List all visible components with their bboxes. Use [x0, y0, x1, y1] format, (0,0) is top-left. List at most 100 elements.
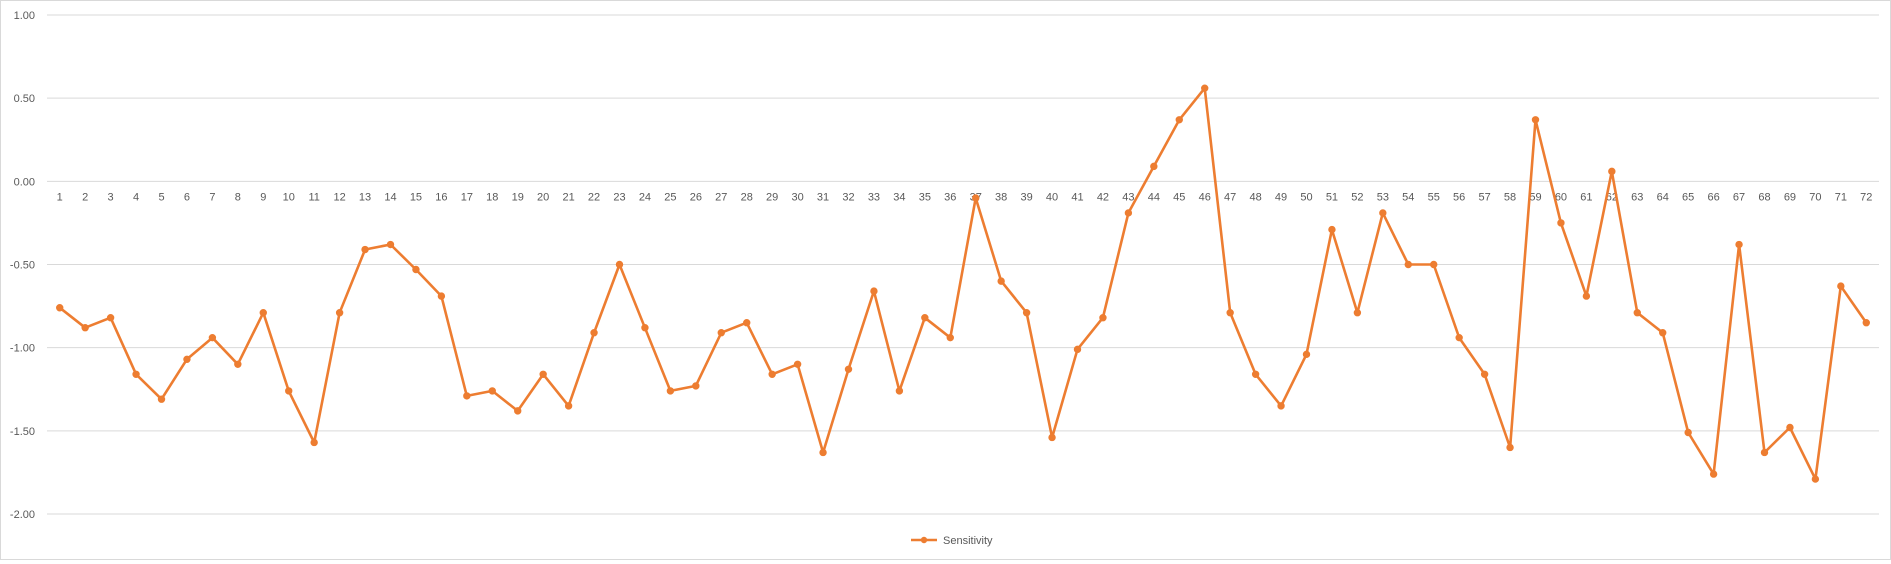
x-tick-label: 61	[1580, 191, 1592, 203]
data-point	[1277, 402, 1285, 410]
data-point	[1582, 292, 1591, 300]
data-point	[1124, 209, 1133, 217]
x-tick-label: 69	[1784, 191, 1796, 203]
y-tick-label: 0.50	[14, 93, 35, 105]
x-tick-label: 12	[333, 191, 345, 203]
y-tick-label: 1.00	[14, 10, 35, 22]
data-point	[1404, 260, 1412, 269]
data-point	[946, 333, 954, 342]
x-tick-label: 18	[486, 191, 498, 203]
x-tick-label: 59	[1529, 191, 1541, 203]
data-point	[234, 360, 242, 368]
data-point	[208, 333, 217, 342]
x-tick-label: 14	[384, 191, 396, 203]
x-axis-ticks: 1 2 3 4 5 6 7 8 9 10 11 12 13 14 15 16 17 18 19 20 21 22 23 24 2…	[57, 191, 1873, 203]
data-point	[1811, 475, 1820, 483]
series-layer	[56, 84, 1870, 483]
x-tick-label: 52	[1351, 191, 1363, 203]
x-tick-label: 58	[1504, 191, 1516, 203]
x-tick-label: 49	[1275, 191, 1287, 203]
data-point	[1531, 116, 1540, 124]
x-tick-label: 3	[108, 191, 114, 203]
data-point	[743, 319, 751, 327]
x-tick-label: 67	[1733, 191, 1745, 203]
data-point	[819, 448, 827, 457]
data-point	[1760, 448, 1769, 457]
y-tick-label: -2.00	[10, 509, 35, 521]
legend-label: Sensitivity	[943, 535, 993, 547]
x-tick-label: 46	[1199, 191, 1211, 203]
data-point	[590, 328, 598, 337]
data-point	[1379, 209, 1387, 217]
data-point	[717, 328, 725, 337]
data-point	[615, 260, 624, 269]
data-point	[564, 402, 573, 410]
x-tick-label: 26	[690, 191, 702, 203]
data-point	[641, 324, 649, 332]
x-tick-label: 34	[893, 191, 905, 203]
data-point	[1073, 345, 1082, 354]
x-tick-label: 19	[512, 191, 524, 203]
x-tick-label: 66	[1707, 191, 1719, 203]
x-tick-label: 43	[1122, 191, 1134, 203]
x-tick-label: 1	[57, 191, 63, 203]
data-point	[1099, 314, 1107, 322]
x-tick-label: 30	[791, 191, 803, 203]
legend: Sensitivity	[911, 535, 993, 547]
x-tick-label: 20	[537, 191, 549, 203]
data-point	[1837, 282, 1845, 290]
x-tick-label: 38	[995, 191, 1007, 203]
data-point	[1608, 167, 1616, 176]
data-point	[921, 314, 929, 322]
data-point	[1251, 370, 1260, 378]
data-point	[285, 387, 293, 395]
x-tick-label: 21	[562, 191, 574, 203]
x-tick-label: 70	[1809, 191, 1821, 203]
x-tick-label: 48	[1249, 191, 1261, 203]
data-point	[157, 395, 166, 403]
x-tick-label: 7	[209, 191, 215, 203]
x-tick-label: 57	[1478, 191, 1490, 203]
data-point	[1226, 309, 1234, 317]
data-point	[1480, 370, 1489, 378]
x-tick-label: 51	[1326, 191, 1338, 203]
x-tick-label: 44	[1148, 191, 1160, 203]
data-point	[1430, 260, 1438, 269]
x-tick-label: 72	[1860, 191, 1872, 203]
data-point	[793, 360, 802, 368]
x-tick-label: 33	[868, 191, 880, 203]
x-tick-label: 65	[1682, 191, 1694, 203]
data-point	[1862, 319, 1870, 327]
x-tick-label: 35	[919, 191, 931, 203]
x-tick-label: 63	[1631, 191, 1643, 203]
x-tick-label: 16	[435, 191, 447, 203]
x-tick-label: 28	[741, 191, 753, 203]
x-tick-label: 47	[1224, 191, 1236, 203]
data-point	[1353, 309, 1362, 317]
data-point	[1506, 443, 1514, 452]
x-tick-label: 50	[1300, 191, 1312, 203]
data-point	[1786, 423, 1794, 432]
x-tick-label: 27	[715, 191, 727, 203]
x-tick-label: 31	[817, 191, 829, 203]
x-tick-label: 9	[260, 191, 266, 203]
data-point	[997, 277, 1005, 285]
x-tick-label: 68	[1758, 191, 1770, 203]
y-tick-label: -1.50	[10, 426, 35, 438]
x-tick-label: 24	[639, 191, 651, 203]
x-tick-label: 17	[461, 191, 473, 203]
data-point	[335, 309, 344, 317]
x-tick-label: 71	[1835, 191, 1847, 203]
data-point	[361, 245, 369, 254]
data-point	[1302, 350, 1311, 359]
data-point	[692, 382, 700, 390]
data-point	[1201, 84, 1209, 92]
x-tick-label: 54	[1402, 191, 1414, 203]
series-line	[58, 86, 1868, 481]
x-tick-label: 13	[359, 191, 371, 203]
legend-marker	[920, 536, 928, 544]
x-tick-label: 55	[1428, 191, 1440, 203]
x-tick-label: 42	[1097, 191, 1109, 203]
y-axis-ticks: 1.00 0.50 0.00 -0.50 -1.00 -1.50 -2.00	[10, 10, 35, 521]
